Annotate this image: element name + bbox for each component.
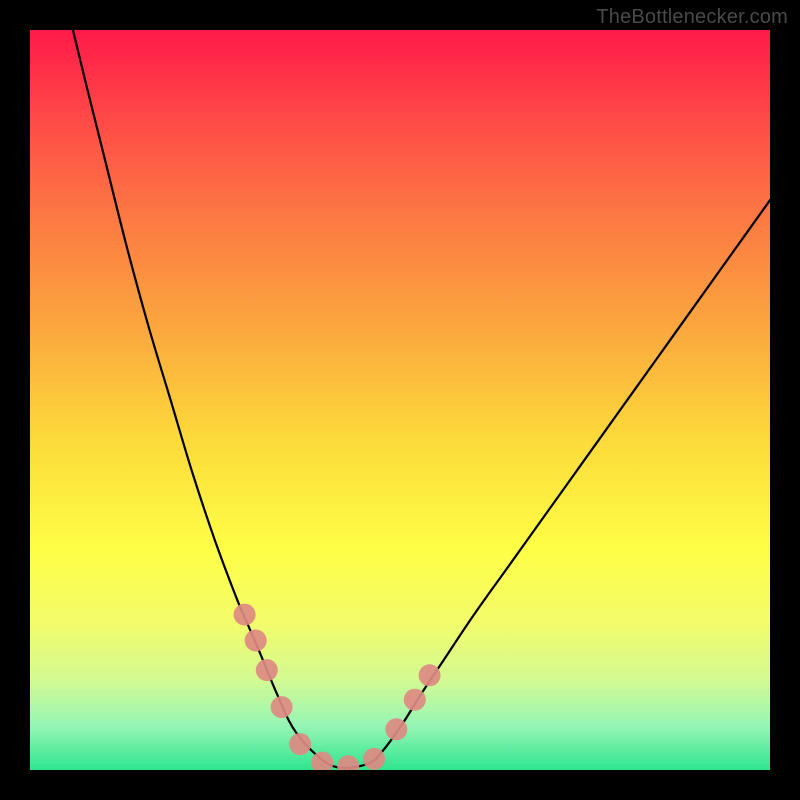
- marker-point: [245, 630, 267, 652]
- marker-point: [271, 696, 293, 718]
- marker-point: [289, 733, 311, 755]
- marker-point: [419, 664, 441, 686]
- chart-svg: [30, 30, 770, 770]
- watermark-text: TheBottlenecker.com: [596, 6, 788, 29]
- marker-point: [256, 659, 278, 681]
- marker-point: [385, 718, 407, 740]
- chart-background: [30, 30, 770, 770]
- marker-point: [404, 689, 426, 711]
- marker-point: [234, 604, 256, 626]
- marker-point: [363, 748, 385, 770]
- chart-area: [30, 30, 770, 770]
